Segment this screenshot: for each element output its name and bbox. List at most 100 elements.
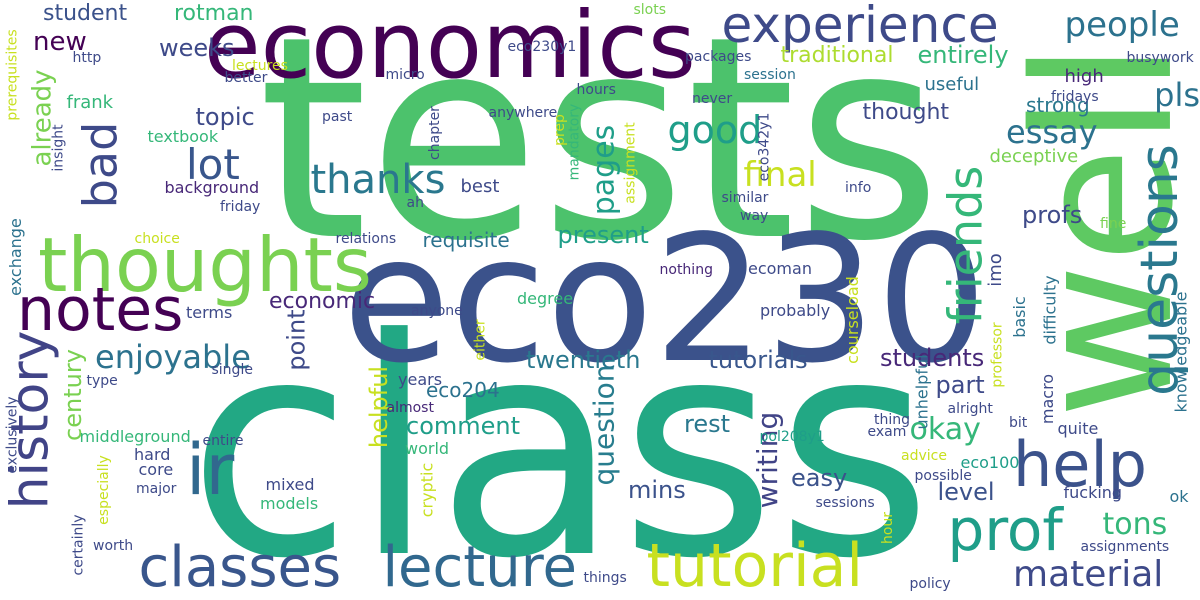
word-terms: terms — [186, 303, 233, 322]
word-background: background — [164, 178, 260, 197]
word-things: things — [583, 570, 627, 586]
word-good: good — [667, 108, 763, 152]
word-especially: especially — [95, 455, 112, 525]
word-useful: useful — [924, 74, 980, 95]
word-major: major — [136, 481, 177, 497]
word-students: students — [880, 344, 985, 372]
word-probably: probably — [760, 301, 831, 320]
word-rotman: rotman — [174, 1, 254, 26]
word-hours: hours — [576, 82, 616, 98]
word-unhelpful: unhelpful — [912, 354, 932, 430]
word-middleground: middleground — [79, 427, 191, 446]
word-core: core — [138, 460, 174, 479]
word-nothing: nothing — [659, 262, 713, 278]
word-session: session — [744, 67, 796, 83]
word-part: part — [935, 371, 985, 399]
word-profs: profs — [1022, 201, 1083, 229]
word-assignment: assignment — [622, 122, 639, 204]
word-lecture: lecture — [382, 535, 578, 600]
word-bad: bad — [72, 121, 127, 209]
word-past: past — [322, 109, 353, 125]
word-cryptic: cryptic — [416, 462, 436, 518]
word-either: either — [472, 319, 489, 361]
word-micro: micro — [385, 67, 425, 83]
word-pol208y1: pol208y1 — [759, 429, 825, 445]
word-sessions: sessions — [815, 495, 875, 511]
word-certainly: certainly — [70, 514, 87, 576]
word-professor: professor — [989, 322, 1006, 388]
word-http: http — [72, 50, 102, 66]
word-alright: alright — [947, 401, 993, 417]
word-ok: ok — [1169, 487, 1189, 506]
word-hard: hard — [134, 445, 171, 464]
word-imo: imo — [984, 253, 1006, 287]
word-point: point — [282, 309, 311, 371]
word-knowledgeable: knowledgeable — [1170, 291, 1190, 413]
word-busywork: busywork — [1126, 50, 1194, 66]
word-way: way — [740, 208, 769, 224]
word-prep: prep — [551, 114, 568, 146]
word-macro: macro — [1038, 373, 1058, 425]
word-packages: packages — [685, 49, 752, 65]
word-economics: economics — [204, 0, 696, 99]
word-classes: classes — [138, 535, 342, 600]
word-exam: exam — [867, 424, 907, 440]
word-advice: advice — [901, 448, 947, 464]
word-type: type — [86, 373, 118, 389]
word-okay: okay — [909, 412, 981, 447]
word-thought: thought — [862, 100, 950, 125]
word-weeks: weeks — [159, 34, 235, 62]
word-better: better — [224, 70, 268, 86]
word-tutorials: tutorials — [708, 346, 808, 374]
word-best: best — [460, 176, 500, 197]
word-hour: hour — [880, 511, 897, 545]
word-help: help — [1013, 428, 1148, 501]
word-easy: easy — [791, 464, 848, 492]
word-basic: basic — [1009, 296, 1029, 338]
word-worth: worth — [93, 538, 134, 554]
word-final: final — [743, 155, 817, 195]
word-courseload: courseload — [842, 276, 862, 364]
word-lot: lot — [186, 140, 240, 189]
word-experience: experience — [721, 0, 999, 54]
word-prof: prof — [947, 496, 1063, 564]
word-ir: ir — [186, 429, 235, 511]
word-policy: policy — [909, 576, 951, 592]
word-textbook: textbook — [147, 127, 219, 146]
word-eco230: eco230 — [342, 198, 988, 402]
word-degree: degree — [517, 289, 574, 308]
word-question: question — [586, 364, 620, 486]
word-topic: topic — [195, 103, 255, 131]
word-never: never — [692, 91, 733, 107]
word-years: years — [398, 370, 443, 389]
word-eco342y1: eco342y1 — [755, 112, 772, 182]
word-thing: thing — [874, 412, 911, 428]
word-eco204: eco204 — [426, 378, 500, 402]
word-relations: relations — [335, 231, 397, 247]
word-entirely: entirely — [917, 41, 1009, 69]
word-possible: possible — [914, 468, 972, 484]
word-entire: entire — [202, 433, 244, 449]
word-info: info — [845, 180, 872, 196]
word-mandatory: mandatory — [565, 103, 582, 181]
word-notes: notes — [17, 275, 184, 345]
word-rest: rest — [684, 410, 731, 438]
word-difficulty: difficulty — [1040, 275, 1060, 345]
word-eco100: eco100 — [960, 453, 1020, 472]
word-pages: pages — [585, 124, 621, 216]
word-tons: tons — [1102, 507, 1168, 542]
word-deceptive: deceptive — [989, 146, 1079, 167]
word-essay: essay — [1006, 113, 1098, 151]
word-prerequisites: prerequisites — [4, 29, 21, 121]
word-present: present — [557, 221, 649, 249]
word-eco230y1: eco230y1 — [507, 39, 577, 55]
word-insight: insight — [50, 124, 67, 172]
word-people: people — [1064, 5, 1180, 45]
word-mins: mins — [628, 476, 686, 504]
word-traditional: traditional — [780, 43, 894, 68]
word-new: new — [33, 27, 87, 57]
word-almost: almost — [386, 400, 434, 416]
word-strong: strong — [1026, 93, 1090, 117]
word-thoughts: thoughts — [38, 220, 372, 309]
